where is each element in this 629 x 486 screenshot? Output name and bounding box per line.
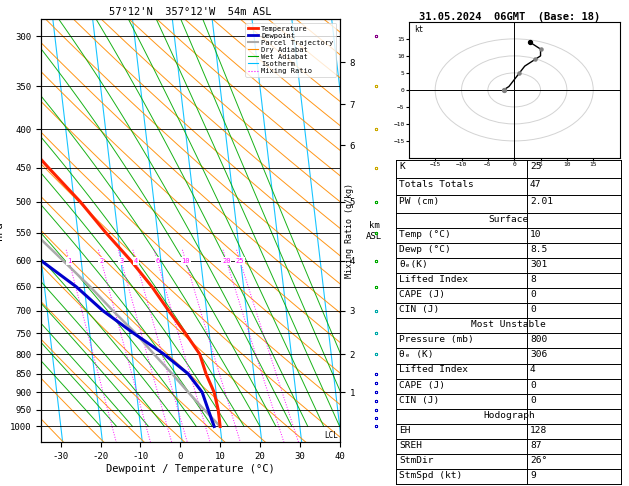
- Text: Hodograph: Hodograph: [483, 411, 535, 420]
- Text: 4: 4: [530, 365, 536, 375]
- Text: PW (cm): PW (cm): [399, 197, 440, 207]
- Text: 1: 1: [67, 258, 71, 264]
- Text: CIN (J): CIN (J): [399, 305, 440, 314]
- Text: Surface: Surface: [489, 215, 529, 224]
- Text: 2: 2: [99, 258, 103, 264]
- Text: 87: 87: [530, 441, 542, 450]
- Point: [525, 38, 535, 46]
- Text: 8: 8: [530, 275, 536, 284]
- Text: 47: 47: [530, 180, 542, 189]
- Text: Dewp (°C): Dewp (°C): [399, 245, 451, 254]
- Point: [530, 55, 540, 63]
- Text: θₑ (K): θₑ (K): [399, 350, 434, 360]
- Text: kt: kt: [414, 25, 423, 35]
- Text: StmDir: StmDir: [399, 456, 434, 465]
- Text: Most Unstable: Most Unstable: [472, 320, 546, 330]
- Legend: Temperature, Dewpoint, Parcel Trajectory, Dry Adiabat, Wet Adiabat, Isotherm, Mi: Temperature, Dewpoint, Parcel Trajectory…: [245, 23, 336, 77]
- Point: [535, 45, 545, 53]
- Text: CAPE (J): CAPE (J): [399, 290, 445, 299]
- Point: [499, 86, 509, 94]
- Text: 20: 20: [222, 258, 231, 264]
- Text: 4: 4: [134, 258, 138, 264]
- Y-axis label: hPa: hPa: [0, 222, 4, 240]
- Text: Mixing Ratio (g/kg): Mixing Ratio (g/kg): [345, 183, 353, 278]
- Text: 31.05.2024  06GMT  (Base: 18): 31.05.2024 06GMT (Base: 18): [419, 12, 600, 22]
- Text: Lifted Index: Lifted Index: [399, 365, 469, 375]
- Text: 2.01: 2.01: [530, 197, 553, 207]
- Text: 25: 25: [530, 162, 542, 172]
- Text: Temp (°C): Temp (°C): [399, 230, 451, 239]
- Y-axis label: km
ASL: km ASL: [366, 221, 382, 241]
- Point: [515, 69, 525, 77]
- Text: 10: 10: [530, 230, 542, 239]
- Text: 10: 10: [181, 258, 190, 264]
- Text: SREH: SREH: [399, 441, 423, 450]
- Text: 128: 128: [530, 426, 547, 435]
- Text: θₑ(K): θₑ(K): [399, 260, 428, 269]
- Text: 306: 306: [530, 350, 547, 360]
- Text: CAPE (J): CAPE (J): [399, 381, 445, 390]
- Text: Pressure (mb): Pressure (mb): [399, 335, 474, 345]
- Title: 57°12'N  357°12'W  54m ASL: 57°12'N 357°12'W 54m ASL: [109, 7, 272, 17]
- Text: CIN (J): CIN (J): [399, 396, 440, 405]
- Text: 0: 0: [530, 381, 536, 390]
- Text: 8.5: 8.5: [530, 245, 547, 254]
- Text: 25: 25: [236, 258, 244, 264]
- Text: 3: 3: [119, 258, 123, 264]
- Text: 6: 6: [155, 258, 160, 264]
- Text: 0: 0: [530, 396, 536, 405]
- Text: 26°: 26°: [530, 456, 547, 465]
- Text: 9: 9: [530, 471, 536, 480]
- Text: LCL: LCL: [324, 431, 338, 440]
- Text: StmSpd (kt): StmSpd (kt): [399, 471, 463, 480]
- Text: K: K: [399, 162, 405, 172]
- Text: 800: 800: [530, 335, 547, 345]
- Text: Lifted Index: Lifted Index: [399, 275, 469, 284]
- Text: Totals Totals: Totals Totals: [399, 180, 474, 189]
- Text: EH: EH: [399, 426, 411, 435]
- Text: 301: 301: [530, 260, 547, 269]
- Text: 0: 0: [530, 305, 536, 314]
- Text: 0: 0: [530, 290, 536, 299]
- X-axis label: Dewpoint / Temperature (°C): Dewpoint / Temperature (°C): [106, 464, 275, 474]
